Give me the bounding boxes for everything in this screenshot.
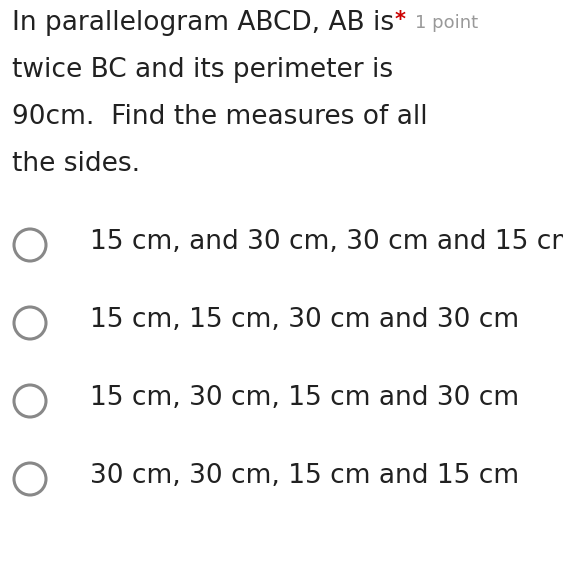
Text: 30 cm, 30 cm, 15 cm and 15 cm: 30 cm, 30 cm, 15 cm and 15 cm — [90, 463, 519, 489]
Text: 90cm.  Find the measures of all: 90cm. Find the measures of all — [12, 104, 428, 130]
Text: the sides.: the sides. — [12, 151, 140, 177]
Text: 1 point: 1 point — [415, 14, 478, 32]
Text: 15 cm, 30 cm, 15 cm and 30 cm: 15 cm, 30 cm, 15 cm and 30 cm — [90, 385, 519, 411]
Text: 15 cm, and 30 cm, 30 cm and 15 cm: 15 cm, and 30 cm, 30 cm and 15 cm — [90, 229, 563, 255]
Text: In parallelogram ABCD, AB is: In parallelogram ABCD, AB is — [12, 10, 394, 36]
Text: twice BC and its perimeter is: twice BC and its perimeter is — [12, 57, 393, 83]
Text: *: * — [395, 10, 406, 30]
Text: 15 cm, 15 cm, 30 cm and 30 cm: 15 cm, 15 cm, 30 cm and 30 cm — [90, 307, 519, 333]
